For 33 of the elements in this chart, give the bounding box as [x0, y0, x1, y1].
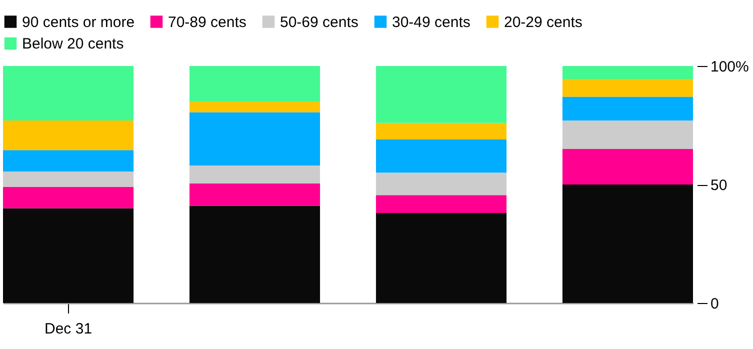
bar — [189, 66, 320, 102]
y-tick-label: 100% — [710, 58, 749, 76]
bar — [376, 195, 507, 213]
bar — [562, 120, 693, 149]
x-tick-label: Dec 31 — [44, 320, 92, 338]
legend-label: Below 20 cents — [22, 36, 124, 52]
y-tick-label: 0 — [710, 296, 719, 312]
bar — [376, 139, 507, 173]
bar — [562, 184, 693, 303]
bar — [562, 79, 693, 97]
legend-label: 20-29 cents — [504, 14, 582, 31]
bar — [376, 212, 507, 303]
bar — [189, 112, 320, 166]
legend-label: 30-49 cents — [392, 14, 470, 31]
bar — [189, 183, 320, 206]
legend-label: 50-69 cents — [280, 14, 358, 31]
bar — [3, 120, 134, 150]
legend-label: 90 cents or more — [22, 14, 135, 31]
bar — [189, 166, 320, 184]
bar — [562, 148, 693, 184]
bar — [376, 122, 507, 140]
bar — [3, 66, 134, 121]
y-tick-label: 50 — [710, 177, 728, 194]
bar — [376, 66, 507, 123]
bar — [562, 66, 693, 80]
bar — [3, 186, 134, 208]
bar — [189, 206, 320, 303]
bar — [3, 171, 134, 187]
bar — [189, 102, 320, 112]
legend-label: 70-89 cents — [168, 14, 246, 31]
bar — [3, 150, 134, 172]
bar — [376, 172, 507, 196]
bar — [562, 96, 693, 121]
